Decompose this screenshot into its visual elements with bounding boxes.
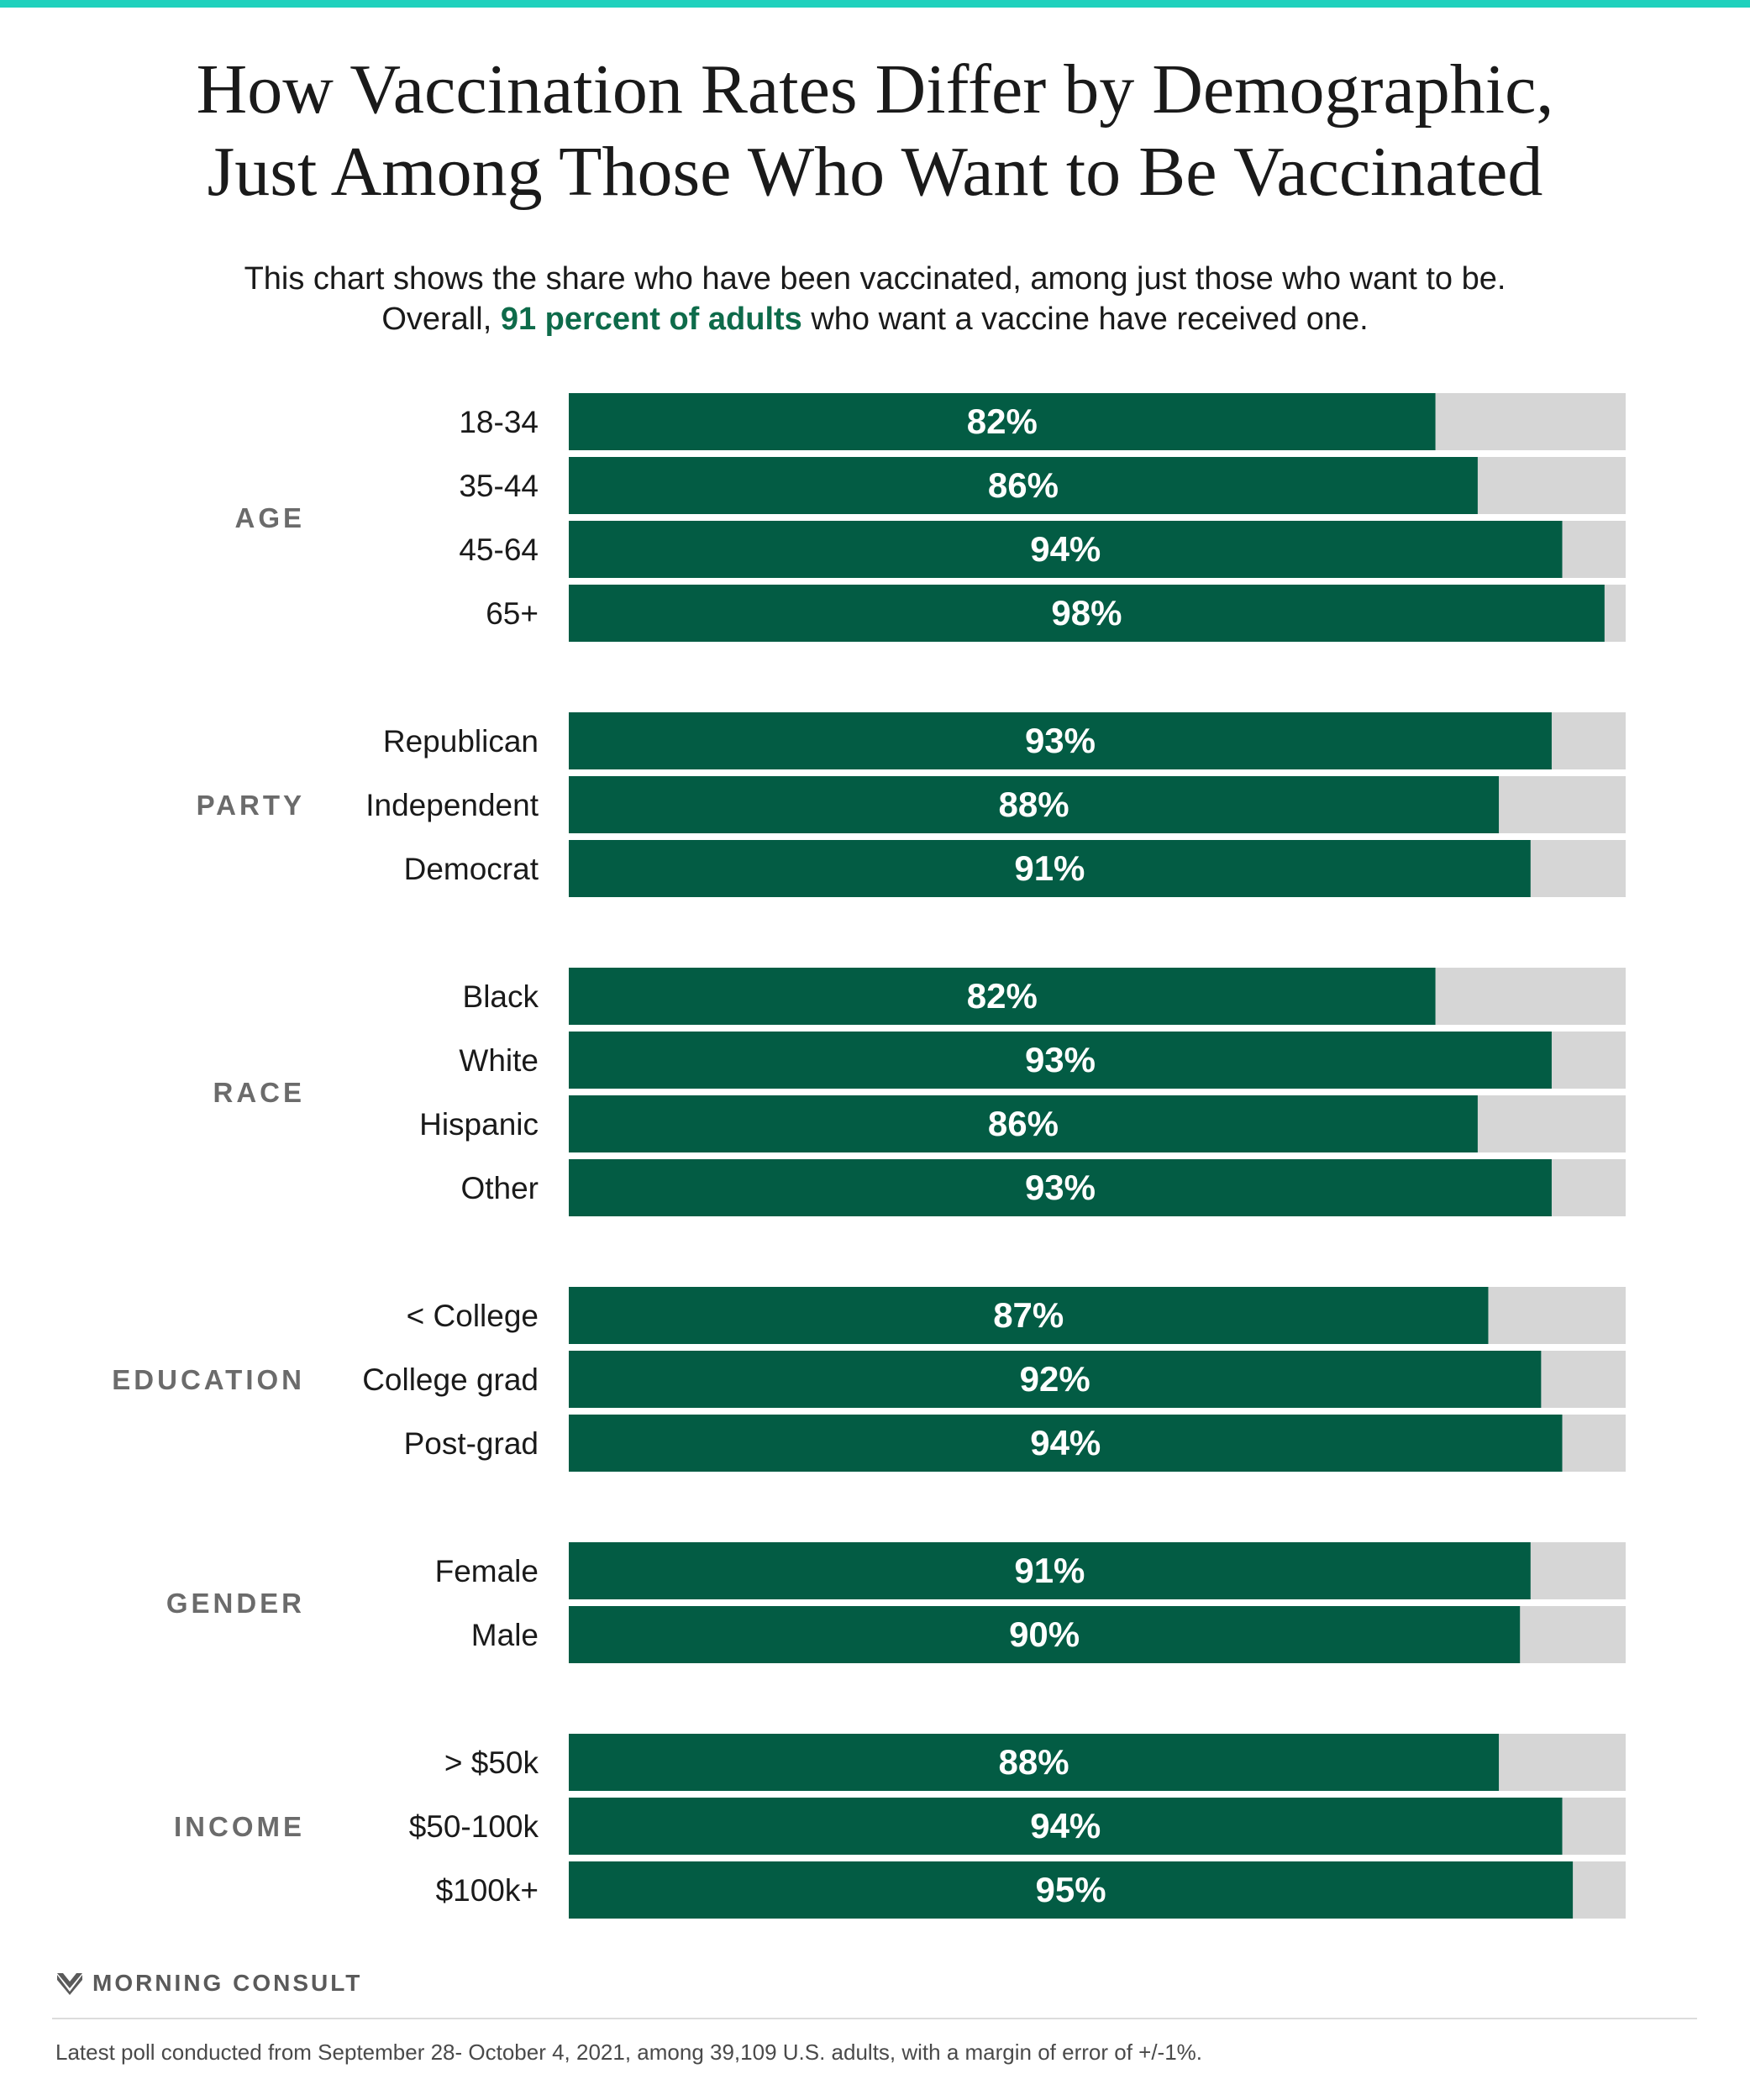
subtitle-line-1: This chart shows the share who have been… [244, 261, 1506, 297]
data-label: 86% [988, 1104, 1059, 1143]
subtitle-line-2-prefix: Overall, [381, 302, 501, 337]
brand-name: MORNING CONSULT [92, 1970, 363, 1996]
bar [569, 968, 1436, 1025]
category-label: White [459, 1043, 539, 1078]
group-label: AGE [234, 502, 305, 533]
data-label: 88% [998, 785, 1069, 824]
category-label: 65+ [486, 596, 539, 631]
group-label: PARTY [197, 790, 305, 821]
bar [569, 1159, 1552, 1216]
data-label: 91% [1014, 848, 1085, 888]
subtitle-line-2-suffix: who want a vaccine have received one. [801, 302, 1369, 337]
group-label: RACE [213, 1077, 305, 1108]
bar [569, 393, 1436, 450]
top-accent-rule [0, 0, 1750, 8]
category-label: College grad [362, 1362, 539, 1397]
bar [569, 1542, 1531, 1599]
category-label: Post-grad [404, 1426, 539, 1461]
footer-divider [52, 2018, 1697, 2019]
data-label: 87% [993, 1295, 1064, 1335]
category-label: Other [460, 1171, 539, 1205]
subtitle-highlight: 91 percent of adults [500, 302, 802, 337]
category-label: $100k+ [436, 1873, 539, 1908]
data-label: 98% [1051, 593, 1122, 633]
bar [569, 585, 1605, 642]
data-label: 95% [1036, 1870, 1106, 1909]
category-label: Democrat [404, 852, 539, 886]
data-label: 92% [1020, 1359, 1090, 1399]
data-label: 93% [1025, 1168, 1096, 1207]
data-label: 86% [988, 465, 1059, 505]
category-label: Female [435, 1554, 539, 1588]
category-label: > $50k [444, 1746, 539, 1780]
group-label: INCOME [174, 1811, 305, 1842]
category-label: Republican [383, 724, 539, 759]
chart-subtitle: This chart shows the share who have been… [0, 259, 1750, 339]
chart-title: How Vaccination Rates Differ by Demograp… [0, 49, 1750, 213]
bar [569, 1861, 1574, 1919]
data-label: 93% [1025, 721, 1096, 760]
category-label: $50-100k [409, 1809, 539, 1844]
category-label: Hispanic [419, 1107, 539, 1142]
category-label: 18-34 [459, 405, 539, 439]
group-label: EDUCATION [112, 1364, 305, 1395]
bar-chart: AGE 18-34 82% 35-44 86% 45-64 94% 65+ 98% PARTY Re… [112, 393, 1626, 1919]
group-label: GENDER [166, 1588, 305, 1619]
data-label: 91% [1014, 1551, 1085, 1590]
category-label: < College [407, 1299, 539, 1333]
bar [569, 712, 1552, 769]
data-label: 93% [1025, 1040, 1096, 1079]
data-label: 94% [1030, 1423, 1101, 1462]
bar [569, 1734, 1500, 1791]
category-label: 45-64 [459, 533, 539, 567]
data-label: 82% [967, 976, 1038, 1016]
bar [569, 840, 1531, 897]
bar [569, 457, 1478, 514]
bar [569, 521, 1563, 578]
bar [569, 1415, 1563, 1472]
footnote: Latest poll conducted from September 28-… [55, 2040, 1203, 2065]
category-label: Independent [365, 788, 539, 822]
chart-title-line-2: Just Among Those Who Want to Be Vaccinat… [207, 133, 1543, 211]
category-label: Black [463, 979, 539, 1014]
data-label: 90% [1009, 1614, 1080, 1654]
data-label: 88% [998, 1742, 1069, 1782]
bar [569, 1351, 1542, 1408]
category-label: 35-44 [459, 469, 539, 503]
data-label: 94% [1030, 1806, 1101, 1845]
bar [569, 1032, 1552, 1089]
category-label: Male [471, 1618, 539, 1652]
bar [569, 1606, 1521, 1663]
brand-logo: MORNING CONSULT [55, 1966, 362, 2000]
bar [569, 1798, 1563, 1855]
bar [569, 1287, 1489, 1344]
data-label: 82% [967, 402, 1038, 441]
data-label: 94% [1030, 529, 1101, 569]
bar [569, 776, 1500, 833]
bar [569, 1095, 1478, 1152]
morning-consult-logo-icon [57, 1973, 82, 1995]
chart-title-line-1: How Vaccination Rates Differ by Demograp… [196, 50, 1554, 129]
